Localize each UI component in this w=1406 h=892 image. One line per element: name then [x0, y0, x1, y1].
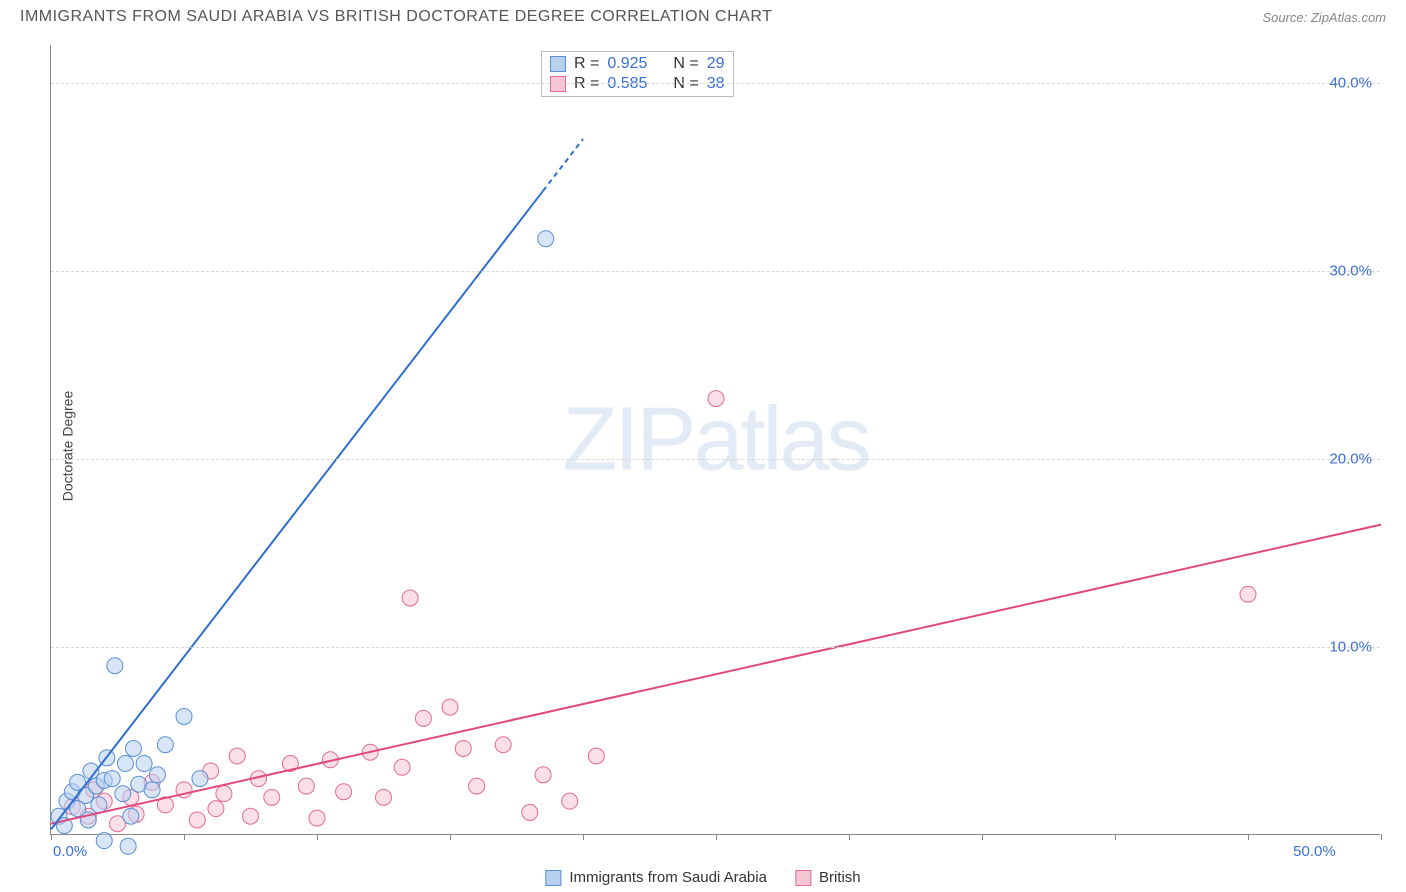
legend-label: Immigrants from Saudi Arabia [569, 869, 767, 886]
y-tick-label: 40.0% [1329, 74, 1372, 91]
chart-plot-area: ZIPatlas R = 0.925 N = 29 R = 0.585 N = … [50, 45, 1380, 835]
y-tick-label: 20.0% [1329, 450, 1372, 467]
legend-label: British [819, 869, 861, 886]
swatch-saudi-icon [550, 56, 566, 72]
scatter-plot-svg [51, 45, 1380, 834]
n-value: 38 [707, 75, 725, 93]
swatch-british-icon [550, 76, 566, 92]
swatch-british-icon [795, 870, 811, 886]
stats-legend-box: R = 0.925 N = 29 R = 0.585 N = 38 [541, 51, 734, 97]
y-tick-label: 30.0% [1329, 262, 1372, 279]
n-label: N = [673, 55, 698, 73]
stats-row-british: R = 0.585 N = 38 [550, 74, 725, 94]
r-value: 0.585 [607, 75, 647, 93]
legend-item-british: British [795, 869, 861, 886]
swatch-saudi-icon [545, 870, 561, 886]
source-attribution: Source: ZipAtlas.com [1262, 10, 1386, 25]
r-label: R = [574, 75, 599, 93]
r-value: 0.925 [607, 55, 647, 73]
x-tick-label: 0.0% [53, 843, 87, 860]
y-tick-label: 10.0% [1329, 638, 1372, 655]
n-label: N = [673, 75, 698, 93]
n-value: 29 [707, 55, 725, 73]
stats-row-saudi: R = 0.925 N = 29 [550, 54, 725, 74]
r-label: R = [574, 55, 599, 73]
bottom-legend: Immigrants from Saudi Arabia British [545, 869, 860, 886]
x-tick-label: 50.0% [1293, 843, 1336, 860]
legend-item-saudi: Immigrants from Saudi Arabia [545, 869, 767, 886]
chart-title: IMMIGRANTS FROM SAUDI ARABIA VS BRITISH … [20, 8, 772, 26]
